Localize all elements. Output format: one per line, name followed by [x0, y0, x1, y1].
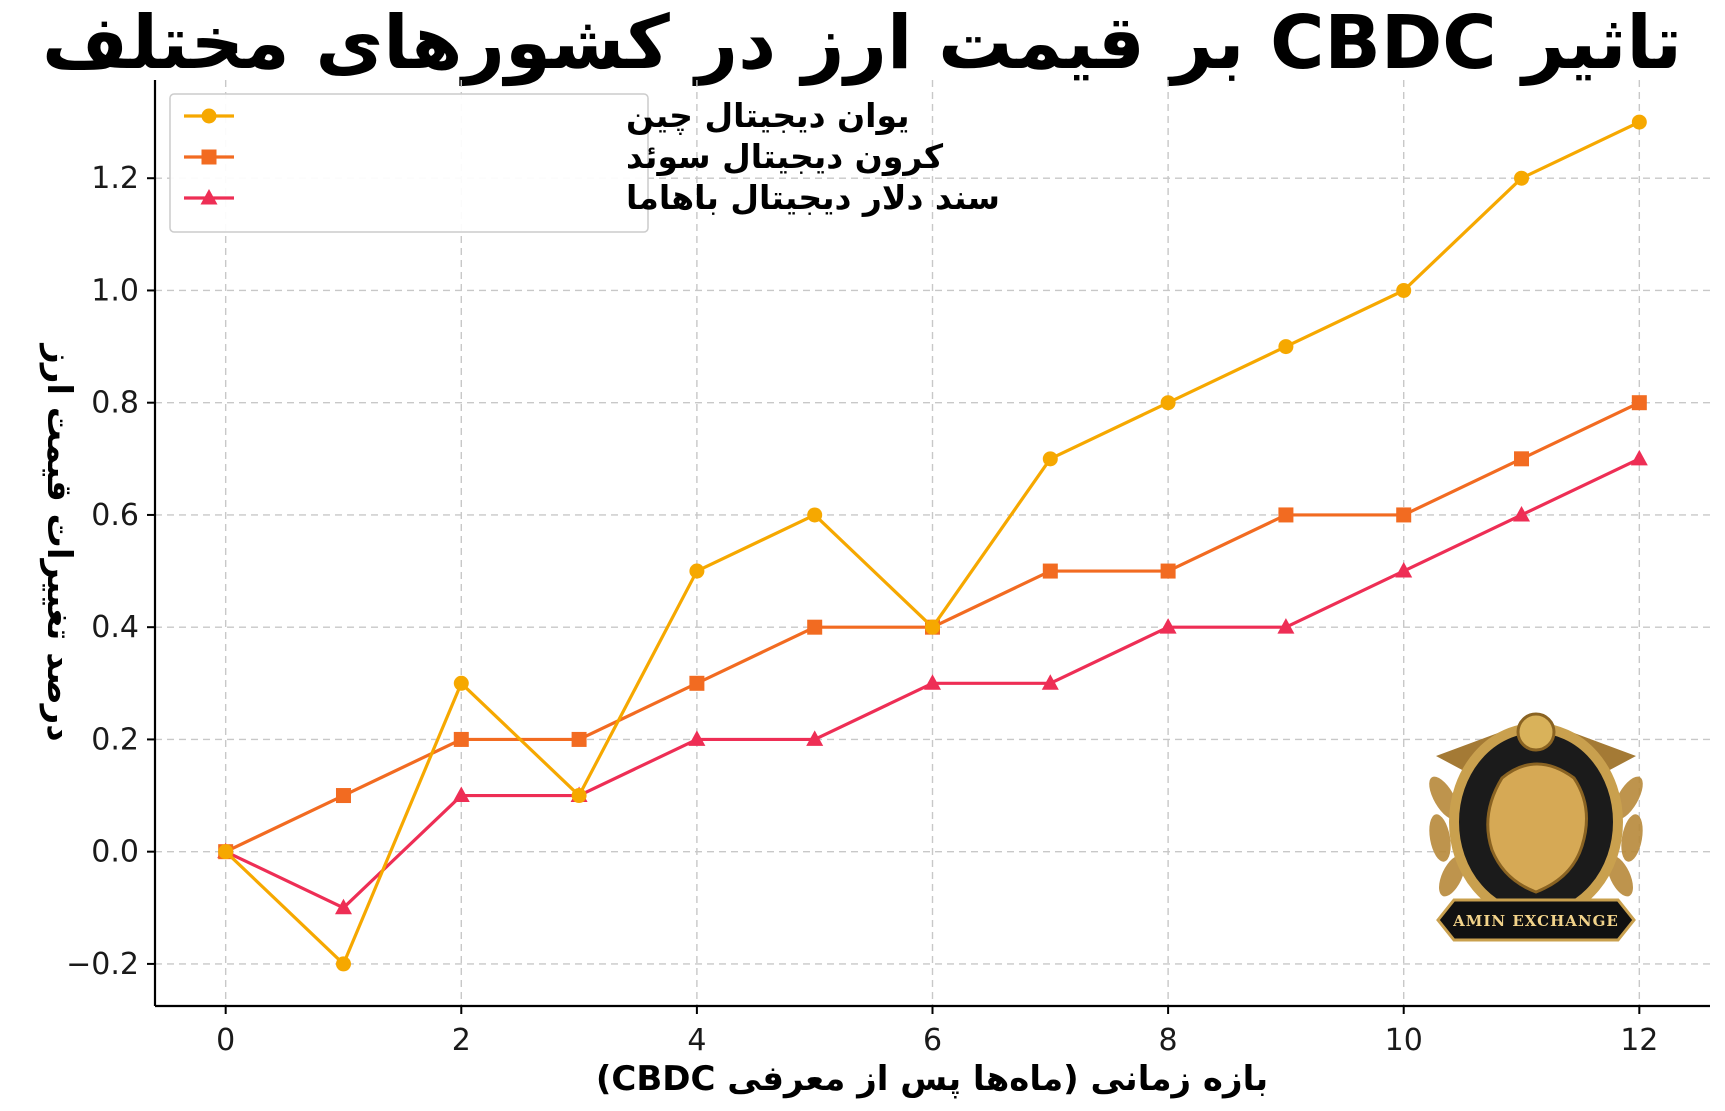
legend-item: سند دلار دیجیتال باهاما — [184, 178, 1000, 217]
data-point — [571, 731, 587, 747]
data-point — [1631, 114, 1647, 130]
amin-exchange-logo: AMIN EXCHANGE — [1429, 712, 1643, 942]
x-tick-label: 2 — [452, 1023, 471, 1058]
x-tick-label: 8 — [1159, 1023, 1178, 1058]
data-point — [1395, 562, 1413, 578]
data-point — [1160, 395, 1176, 411]
y-tick-label: 1.2 — [91, 161, 139, 196]
y-tick-label: 0.8 — [91, 386, 139, 421]
data-point — [924, 674, 941, 690]
legend-marker — [201, 108, 217, 124]
x-tick-label: 12 — [1620, 1023, 1658, 1058]
series-triangle — [217, 449, 1648, 915]
series-circle — [218, 114, 1647, 972]
chart-title: تاثیر CBDC بر قیمت ارز در کشورهای مختلف — [42, 0, 1682, 87]
legend-item: یوان دیجیتال چین — [184, 96, 910, 136]
y-tick-label: 0.4 — [91, 610, 139, 645]
data-point — [1630, 449, 1648, 466]
data-point — [453, 731, 469, 747]
data-point — [335, 956, 351, 972]
x-axis-label: بازه زمانی (ماه‌ها پس از معرفی CBDC) — [596, 1059, 1268, 1099]
data-point — [689, 675, 705, 691]
data-point — [807, 619, 823, 635]
data-point — [1160, 563, 1176, 579]
data-point — [1042, 451, 1058, 467]
x-tick-label: 10 — [1385, 1023, 1423, 1058]
data-point — [1042, 563, 1058, 579]
legend-label: سند دلار دیجیتال باهاما — [626, 178, 1000, 217]
y-tick-label: 0.6 — [91, 498, 139, 533]
y-axis-label: درصد تغییرات قیمت ارز — [39, 342, 79, 741]
crest-wings-icon — [1436, 730, 1636, 772]
data-point — [806, 730, 824, 746]
data-point — [1513, 505, 1531, 522]
data-point — [1396, 507, 1412, 523]
grid — [155, 80, 1710, 1006]
crest-top-orb-icon — [1516, 712, 1556, 752]
y-tick-label: 0.2 — [91, 722, 139, 757]
data-point — [1278, 507, 1294, 523]
y-tick-label: 0.0 — [91, 835, 139, 870]
x-ticks: 0 2 4 6 8 10 12 — [216, 1006, 1658, 1058]
x-tick-label: 4 — [687, 1023, 706, 1058]
x-tick-label: 6 — [923, 1023, 942, 1058]
y-ticks: −0.2 0.0 0.2 0.4 0.6 0.8 1.0 1.2 — [66, 161, 155, 982]
data-point — [453, 675, 469, 691]
data-point — [807, 507, 823, 523]
data-point — [1278, 339, 1294, 355]
data-point — [689, 563, 705, 579]
legend-label: کرون دیجیتال سوئد — [626, 137, 944, 177]
y-tick-label: 1.0 — [91, 273, 139, 308]
data-point — [452, 786, 470, 803]
data-point — [1396, 282, 1412, 298]
ribbon-banner — [1436, 898, 1636, 942]
data-point — [1041, 674, 1059, 690]
legend-frame — [169, 93, 649, 233]
legend-marker — [201, 149, 217, 165]
x-tick-label: 0 — [216, 1023, 235, 1058]
data-point — [334, 898, 352, 915]
data-point — [218, 844, 234, 860]
data-point — [335, 788, 351, 804]
data-point — [1277, 618, 1295, 634]
data-point — [925, 619, 940, 635]
series-layer — [217, 114, 1648, 972]
y-tick-label: −0.2 — [66, 947, 139, 982]
data-point — [571, 788, 587, 804]
data-point — [688, 730, 706, 746]
legend-item: کرون دیجیتال سوئد — [184, 137, 944, 177]
legend-marker — [200, 189, 218, 205]
lion-head-icon — [1486, 762, 1588, 894]
legend-label: یوان دیجیتال چین — [626, 96, 910, 136]
data-point — [1514, 451, 1530, 467]
data-point — [1514, 170, 1530, 186]
data-point — [1631, 395, 1647, 411]
watermark-text: AMIN EXCHANGE — [1452, 912, 1619, 930]
data-point — [1159, 618, 1177, 634]
